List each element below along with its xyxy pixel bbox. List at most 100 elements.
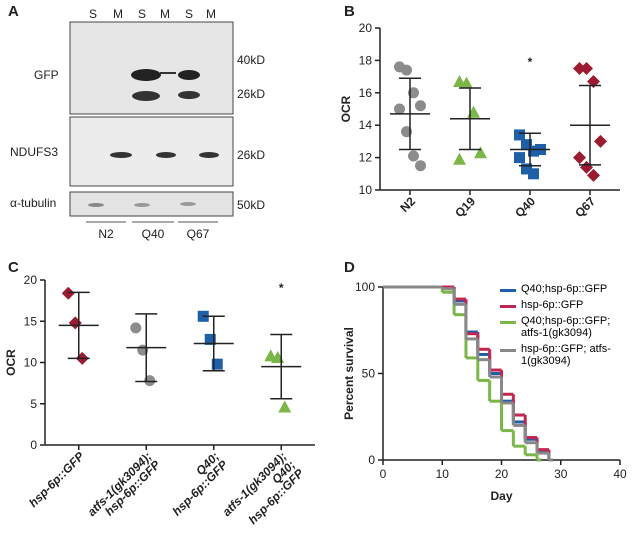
point <box>528 145 539 157</box>
y-tick-label: 5 <box>30 397 37 411</box>
point <box>514 152 525 164</box>
row-label: α-tubulin <box>10 196 56 210</box>
point <box>467 105 480 118</box>
y-tick-label: 0 <box>30 438 37 452</box>
legend-label: Q40;hsp-6p::GFP <box>521 283 608 295</box>
band <box>178 91 200 99</box>
y-tick-label: 10 <box>24 356 38 370</box>
point <box>68 316 82 330</box>
point <box>61 286 75 300</box>
panel-label: C <box>8 259 19 276</box>
point <box>521 163 532 175</box>
annotation: * <box>279 281 284 295</box>
legend-swatch <box>500 349 516 352</box>
band <box>199 152 219 158</box>
y-tick-label: 14 <box>359 118 373 132</box>
point <box>211 358 223 370</box>
y-axis-label: OCR <box>339 95 353 122</box>
y-tick-label: 100 <box>355 280 375 294</box>
y-tick-label: 0 <box>368 453 375 467</box>
point <box>401 64 412 76</box>
group-label: Q40 <box>142 227 165 241</box>
panel-label: A <box>8 3 19 20</box>
point <box>528 168 539 180</box>
point <box>204 333 216 345</box>
lane-label: S <box>185 7 193 21</box>
band <box>132 91 160 101</box>
y-tick-label: 20 <box>24 273 38 287</box>
annotation: * <box>528 55 533 69</box>
point <box>130 322 142 334</box>
lane-label: S <box>138 7 146 21</box>
legend-swatch <box>500 289 516 292</box>
point <box>278 400 292 413</box>
band <box>131 69 161 81</box>
size-marker: 26kD <box>237 148 265 162</box>
point <box>394 103 405 115</box>
legend-item: hsp-6p::GFP <box>500 299 633 311</box>
y-tick-label: 18 <box>359 53 373 67</box>
point <box>415 160 426 172</box>
lane-label: S <box>89 7 97 21</box>
band <box>180 202 196 206</box>
size-marker: 50kD <box>237 198 265 212</box>
point <box>573 151 586 165</box>
y-tick-label: 12 <box>359 151 373 165</box>
row-label: NDUFS3 <box>10 145 58 159</box>
size-marker: 26kD <box>237 87 265 101</box>
point <box>521 139 532 151</box>
x-tick-label: hsp-6p::GFP <box>26 449 88 511</box>
band <box>88 203 104 207</box>
y-axis-label: OCR <box>4 349 18 376</box>
legend-swatch <box>500 321 516 324</box>
y-tick-label: 10 <box>359 183 373 197</box>
point <box>573 62 586 75</box>
x-tick-label: 0 <box>380 467 387 481</box>
legend-label: hsp-6p::GFP <box>521 299 584 311</box>
y-tick-label: 15 <box>24 314 38 328</box>
legend-item: Q40;hsp-6p::GFP <box>500 283 633 295</box>
legend-label: hsp-6p::GFP; atfs-1(gk3094) <box>521 343 611 367</box>
point <box>594 134 607 148</box>
x-tick-label: Q19 <box>452 194 478 220</box>
x-tick-label: 10 <box>436 467 450 481</box>
point <box>415 100 426 112</box>
band <box>110 152 132 158</box>
blot-panel <box>69 116 234 187</box>
band <box>134 203 150 207</box>
group-label: N2 <box>98 227 114 241</box>
point <box>514 129 525 141</box>
row-label: GFP <box>34 68 59 82</box>
lane-label: M <box>206 7 216 21</box>
size-marker: 40kD <box>237 53 265 67</box>
point <box>408 150 419 162</box>
x-tick-label: 40 <box>613 467 627 481</box>
legend-label: Q40;hsp-6p::GFP; atfs-1(gk3094) <box>521 315 611 339</box>
point <box>587 74 600 88</box>
x-tick-label: Q40 <box>512 194 538 220</box>
point <box>474 146 487 159</box>
point <box>587 168 600 182</box>
panel-label: B <box>344 3 355 20</box>
point <box>460 76 473 89</box>
lane-label: M <box>113 7 123 21</box>
group-label: Q67 <box>187 227 210 241</box>
panel-label: D <box>344 259 355 276</box>
band <box>156 152 176 158</box>
blot: S M S M S M GFP NDUFS3 α-tubulin 40kD 26… <box>10 7 265 241</box>
legend-swatch <box>500 305 516 308</box>
y-tick-label: 20 <box>359 21 373 35</box>
y-tick-label: 16 <box>359 86 373 100</box>
y-axis-label: Percent survival <box>342 327 356 420</box>
band <box>178 70 200 80</box>
x-tick-label: Q67 <box>572 194 598 220</box>
y-tick-label: 50 <box>362 367 376 381</box>
lane-label: M <box>160 7 170 21</box>
point <box>580 62 593 75</box>
legend-item: hsp-6p::GFP; atfs-1(gk3094) <box>500 343 633 367</box>
x-axis-label: Day <box>490 489 512 503</box>
x-tick-label: N2 <box>397 194 418 215</box>
